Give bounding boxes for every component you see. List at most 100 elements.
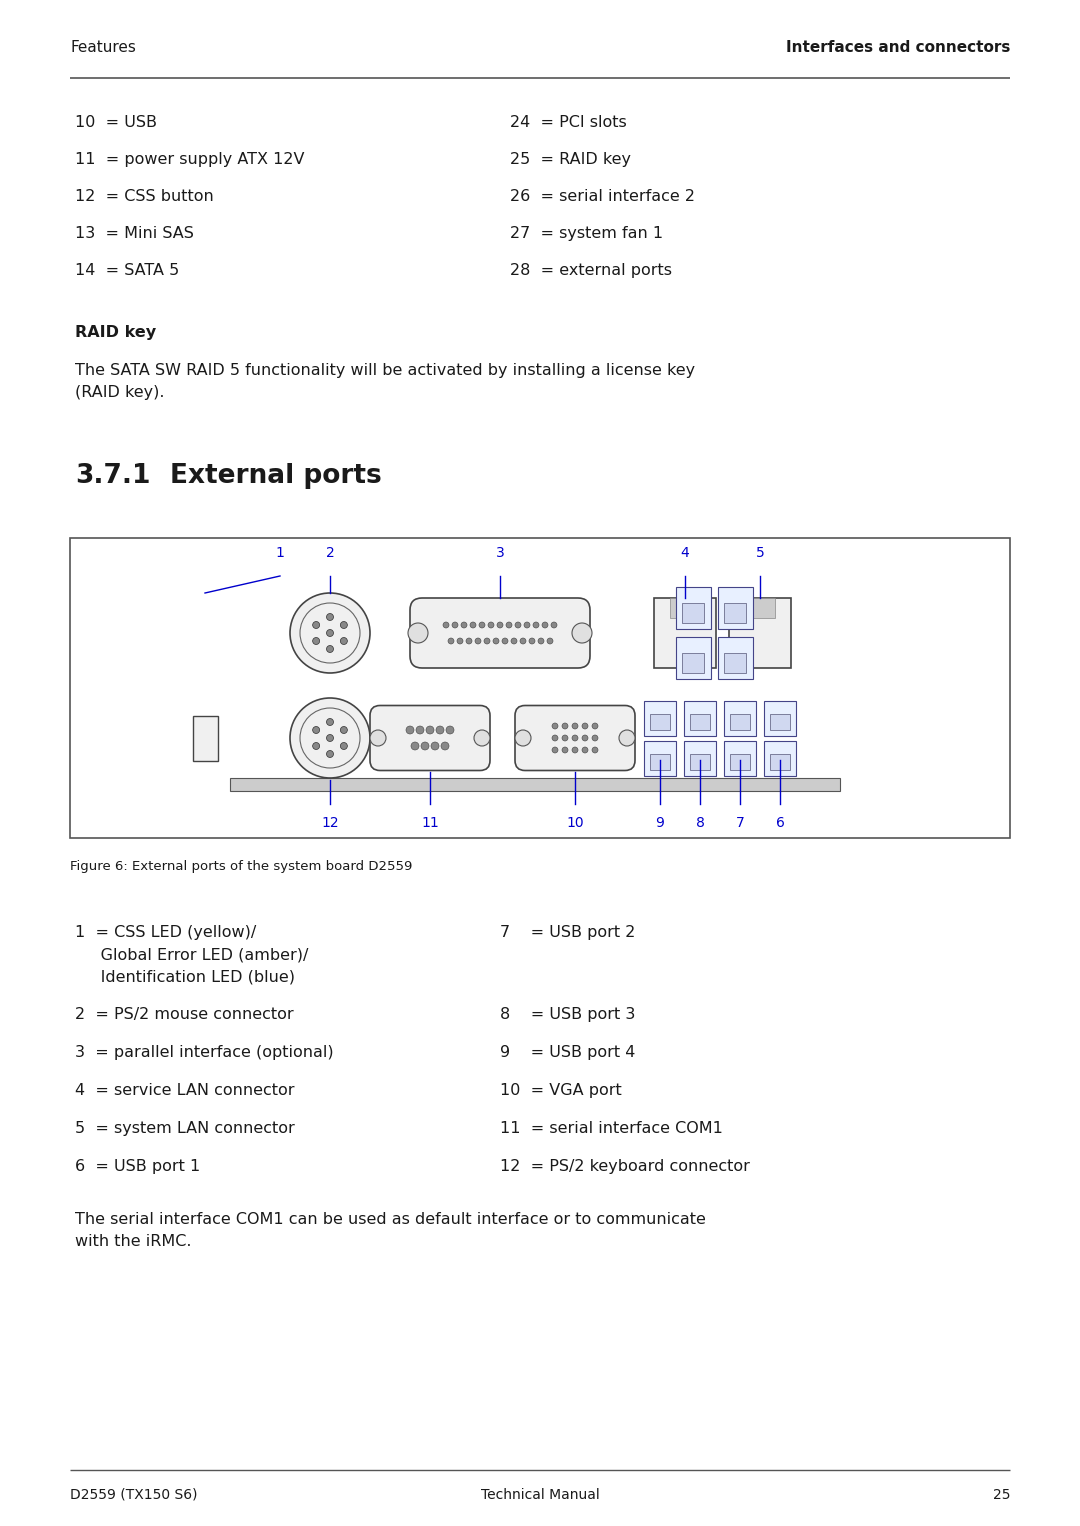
Circle shape (457, 638, 463, 644)
Text: 9: 9 (656, 816, 664, 830)
Text: 5  = system LAN connector: 5 = system LAN connector (75, 1122, 295, 1135)
Circle shape (507, 623, 512, 629)
Text: 7    = USB port 2: 7 = USB port 2 (500, 925, 635, 940)
Bar (690, 754, 710, 771)
Text: 8    = USB port 3: 8 = USB port 3 (500, 1007, 635, 1022)
Bar (684, 700, 716, 736)
Bar (70, 539, 1010, 838)
Circle shape (475, 638, 481, 644)
Text: 11  = serial interface COM1: 11 = serial interface COM1 (500, 1122, 723, 1135)
Circle shape (300, 603, 360, 662)
Bar (770, 754, 789, 771)
Bar (681, 653, 704, 673)
Circle shape (515, 729, 531, 746)
Circle shape (441, 742, 449, 749)
Text: D2559 (TX150 S6): D2559 (TX150 S6) (70, 1488, 198, 1502)
Text: 6  = USB port 1: 6 = USB port 1 (75, 1160, 200, 1173)
Text: Interfaces and connectors: Interfaces and connectors (785, 40, 1010, 55)
Text: 24  = PCI slots: 24 = PCI slots (510, 114, 626, 130)
Bar (717, 588, 753, 629)
Circle shape (421, 742, 429, 749)
Bar (770, 714, 789, 729)
Bar (730, 754, 750, 771)
Text: Figure 6: External ports of the system board D2559: Figure 6: External ports of the system b… (70, 861, 413, 873)
Circle shape (474, 729, 490, 746)
Circle shape (446, 726, 454, 734)
Circle shape (411, 742, 419, 749)
Circle shape (340, 726, 348, 734)
Bar (717, 636, 753, 679)
Text: 10: 10 (566, 816, 584, 830)
Circle shape (529, 638, 535, 644)
Circle shape (552, 723, 558, 729)
Circle shape (515, 623, 521, 629)
Circle shape (552, 736, 558, 742)
Bar (675, 588, 711, 629)
Text: 13  = Mini SAS: 13 = Mini SAS (75, 226, 194, 241)
Bar (724, 700, 756, 736)
Circle shape (542, 623, 548, 629)
Circle shape (312, 726, 320, 734)
Circle shape (436, 726, 444, 734)
Bar (724, 603, 746, 623)
Bar (690, 714, 710, 729)
Text: 1: 1 (275, 546, 284, 560)
Text: Technical Manual: Technical Manual (481, 1488, 599, 1502)
Circle shape (582, 736, 588, 742)
Circle shape (562, 736, 568, 742)
Text: 2  = PS/2 mouse connector: 2 = PS/2 mouse connector (75, 1007, 294, 1022)
Text: 27  = system fan 1: 27 = system fan 1 (510, 226, 663, 241)
Text: 3  = parallel interface (optional): 3 = parallel interface (optional) (75, 1045, 334, 1061)
Circle shape (326, 630, 334, 636)
Bar (730, 714, 750, 729)
Circle shape (312, 638, 320, 644)
Circle shape (470, 623, 476, 629)
Text: Features: Features (70, 40, 136, 55)
Text: 11  = power supply ATX 12V: 11 = power supply ATX 12V (75, 153, 305, 166)
Bar (670, 598, 700, 618)
Circle shape (519, 638, 526, 644)
Bar (745, 598, 775, 618)
Text: Global Error LED (amber)/: Global Error LED (amber)/ (75, 948, 309, 961)
Circle shape (502, 638, 508, 644)
Circle shape (524, 623, 530, 629)
Circle shape (326, 719, 334, 725)
Circle shape (426, 726, 434, 734)
FancyBboxPatch shape (515, 705, 635, 771)
Text: 12  = CSS button: 12 = CSS button (75, 189, 214, 204)
Text: 8: 8 (696, 816, 704, 830)
Circle shape (492, 638, 499, 644)
Bar (729, 598, 791, 668)
Bar (675, 636, 711, 679)
FancyBboxPatch shape (370, 705, 490, 771)
Circle shape (582, 748, 588, 752)
Text: 12: 12 (321, 816, 339, 830)
Circle shape (291, 594, 370, 673)
Circle shape (416, 726, 424, 734)
Text: 4: 4 (680, 546, 689, 560)
Circle shape (431, 742, 438, 749)
Circle shape (592, 736, 598, 742)
Circle shape (370, 729, 386, 746)
Circle shape (312, 621, 320, 629)
Text: 7: 7 (735, 816, 744, 830)
Text: 26  = serial interface 2: 26 = serial interface 2 (510, 189, 696, 204)
Circle shape (340, 743, 348, 749)
Circle shape (534, 623, 539, 629)
Bar (650, 714, 670, 729)
Bar (681, 603, 704, 623)
Bar (724, 740, 756, 775)
Circle shape (326, 613, 334, 621)
Text: 5: 5 (756, 546, 765, 560)
Circle shape (312, 743, 320, 749)
Text: The serial interface COM1 can be used as default interface or to communicate
wit: The serial interface COM1 can be used as… (75, 1212, 706, 1248)
Circle shape (546, 638, 553, 644)
Circle shape (552, 748, 558, 752)
Circle shape (572, 748, 578, 752)
Circle shape (582, 723, 588, 729)
Circle shape (443, 623, 449, 629)
Bar (684, 740, 716, 775)
Circle shape (326, 734, 334, 742)
Text: 1  = CSS LED (yellow)/: 1 = CSS LED (yellow)/ (75, 925, 256, 940)
Text: 25  = RAID key: 25 = RAID key (510, 153, 631, 166)
